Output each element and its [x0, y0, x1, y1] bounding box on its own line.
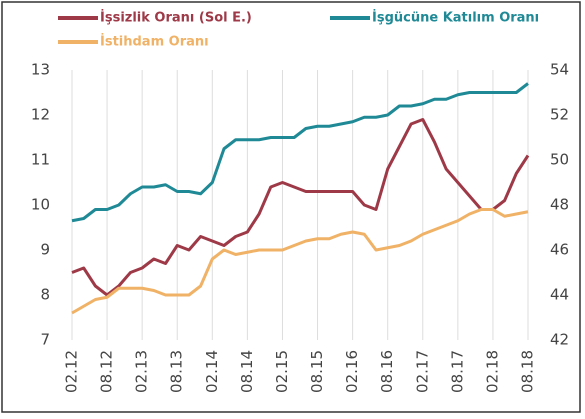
y-tick-label: 13: [31, 61, 50, 79]
y2-tick-label: 50: [550, 151, 569, 169]
y2-tick-label: 44: [550, 286, 569, 304]
x-tick-label: 02.14: [203, 350, 221, 393]
y-tick-label: 12: [31, 106, 50, 124]
x-tick-label: 08.17: [448, 350, 466, 393]
y2-tick-label: 52: [550, 106, 569, 124]
legend-label: İşgücüne Katılım Oranı: [372, 10, 539, 26]
x-tick-label: 02.18: [483, 350, 501, 393]
x-tick-label: 02.15: [273, 350, 291, 393]
x-tick-label: 08.14: [238, 350, 256, 393]
x-tick-label: 08.13: [168, 350, 186, 393]
y2-tick-label: 46: [550, 241, 569, 259]
x-tick-label: 08.12: [98, 350, 116, 393]
series-line: [71, 82, 529, 223]
y2-tick-label: 48: [550, 196, 569, 214]
y2-tick-label: 54: [550, 61, 569, 79]
series-line: [71, 208, 529, 315]
x-tick-label: 02.12: [63, 350, 81, 393]
x-tick-label: 08.18: [519, 350, 537, 393]
x-tick-label: 08.16: [378, 350, 396, 393]
y-tick-label: 9: [40, 241, 50, 259]
y-tick-label: 11: [31, 151, 50, 169]
y-tick-label: 7: [40, 331, 50, 349]
series-line: [71, 118, 530, 297]
legend-label: İstihdam Oranı: [100, 34, 209, 50]
x-tick-label: 02.16: [343, 350, 361, 393]
legend-label: İşsizlik Oranı (Sol E.): [100, 10, 252, 26]
y-tick-label: 8: [40, 286, 50, 304]
x-tick-label: 02.17: [413, 350, 431, 393]
frame: [1, 1, 581, 413]
x-tick-label: 02.13: [133, 350, 151, 393]
y2-tick-label: 42: [550, 331, 569, 349]
y-tick-label: 10: [31, 196, 50, 214]
x-tick-label: 08.15: [308, 350, 326, 393]
